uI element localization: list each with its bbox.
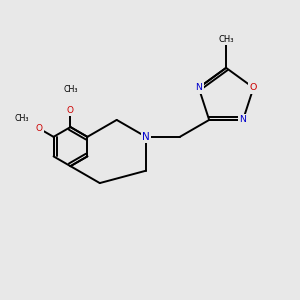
Text: N: N [142,132,150,142]
Text: CH₃: CH₃ [63,85,78,94]
Text: N: N [240,116,246,124]
Text: CH₃: CH₃ [14,114,28,123]
Text: N: N [195,83,202,92]
Text: O: O [250,83,257,92]
Text: O: O [67,106,74,115]
Text: CH₃: CH₃ [218,34,234,43]
Text: O: O [35,124,42,133]
